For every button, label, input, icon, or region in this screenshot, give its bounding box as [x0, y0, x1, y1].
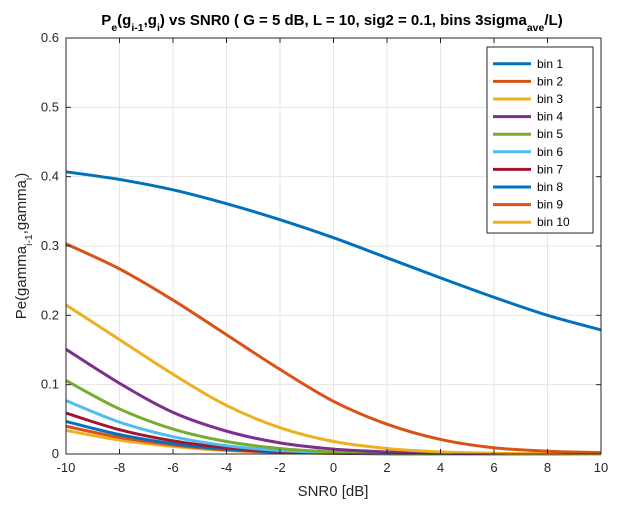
legend-label: bin 2 [537, 74, 563, 88]
x-tick-label: 10 [594, 460, 608, 475]
legend-label: bin 1 [537, 57, 563, 71]
text-segment: (g [117, 12, 131, 29]
x-tick-label: -8 [114, 460, 126, 475]
text-segment: ,gamma [13, 179, 30, 234]
x-tick-label: 8 [544, 460, 551, 475]
series-line [65, 242, 602, 455]
legend-label: bin 6 [537, 145, 563, 159]
series-line [65, 170, 602, 332]
text-segment: ,g [144, 12, 157, 29]
text-segment: i-1 [131, 22, 143, 34]
text-segment: ) vs SNR0 ( G = 5 dB, L = 10, sig2 = 0.1… [160, 12, 528, 29]
x-tick-label: 6 [490, 460, 497, 475]
x-tick-labels: -10 -8 -6 -4 -2 0 2 4 6 8 10 [57, 460, 609, 475]
text-segment: /L) [544, 12, 562, 29]
legend: bin 1 bin 2 bin 3 bin 4 bin 5 bin 6 bin 7 bin 8… [486, 46, 594, 234]
x-tick-label: -4 [221, 460, 233, 475]
y-tick-label: 0.3 [41, 238, 59, 253]
x-axis-label: SNR0 [dB] [298, 483, 369, 500]
legend-label: bin 7 [537, 162, 563, 176]
text-segment: e [111, 22, 117, 34]
text-segment: i-1 [23, 234, 35, 246]
text-segment: Pe(gamma [13, 245, 30, 319]
y-tick-label: 0.4 [41, 169, 59, 184]
x-tick-label: -2 [274, 460, 286, 475]
text-segment: ave [527, 22, 545, 34]
x-tick-label: 2 [383, 460, 390, 475]
x-tick-label: 4 [437, 460, 444, 475]
y-tick-label: 0.5 [41, 99, 59, 114]
chart-title: Pe(gi-1,gi) vs SNR0 ( G = 5 dB, L = 10, … [101, 12, 562, 34]
axis-ticks [65, 37, 602, 455]
legend-label: bin 10 [537, 215, 570, 229]
text-segment: P [101, 12, 111, 29]
x-tick-label: -10 [57, 460, 76, 475]
y-axis-label: Pe(gammai-1,gammai) [13, 173, 35, 320]
x-tick-label: 0 [330, 460, 337, 475]
legend-label: bin 5 [537, 127, 563, 141]
series-line [65, 303, 602, 456]
y-tick-labels: 0 0.1 0.2 0.3 0.4 0.5 0.6 [41, 30, 59, 461]
y-tick-label: 0.1 [41, 377, 59, 392]
legend-label: bin 8 [537, 180, 563, 194]
legend-label: bin 4 [537, 110, 563, 124]
legend-label: bin 3 [537, 92, 563, 106]
legend-label: bin 9 [537, 198, 563, 212]
text-segment: i [157, 22, 160, 34]
text-segment: i [23, 178, 35, 180]
legend-box [486, 46, 594, 234]
x-tick-label: -6 [167, 460, 179, 475]
text-segment: ) [13, 173, 30, 178]
y-tick-label: 0 [52, 446, 59, 461]
y-tick-label: 0.6 [41, 30, 59, 45]
y-tick-label: 0.2 [41, 307, 59, 322]
